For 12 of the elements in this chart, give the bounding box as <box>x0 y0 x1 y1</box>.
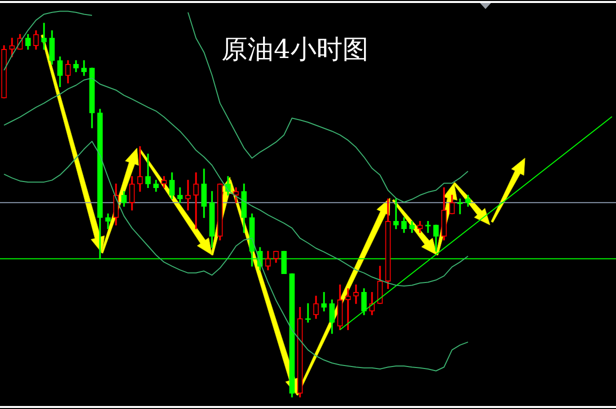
candlestick <box>425 220 431 233</box>
candlestick <box>353 284 359 304</box>
candlestick <box>41 22 47 50</box>
candlestick <box>145 154 151 188</box>
candlestick <box>193 172 199 230</box>
candlestick <box>305 303 311 323</box>
candlestick <box>321 292 327 312</box>
candlestick <box>345 288 351 330</box>
candlestick <box>185 180 191 210</box>
text: 原油4小时图 <box>220 34 370 67</box>
candlestick <box>393 198 399 230</box>
candlestick <box>137 146 143 192</box>
